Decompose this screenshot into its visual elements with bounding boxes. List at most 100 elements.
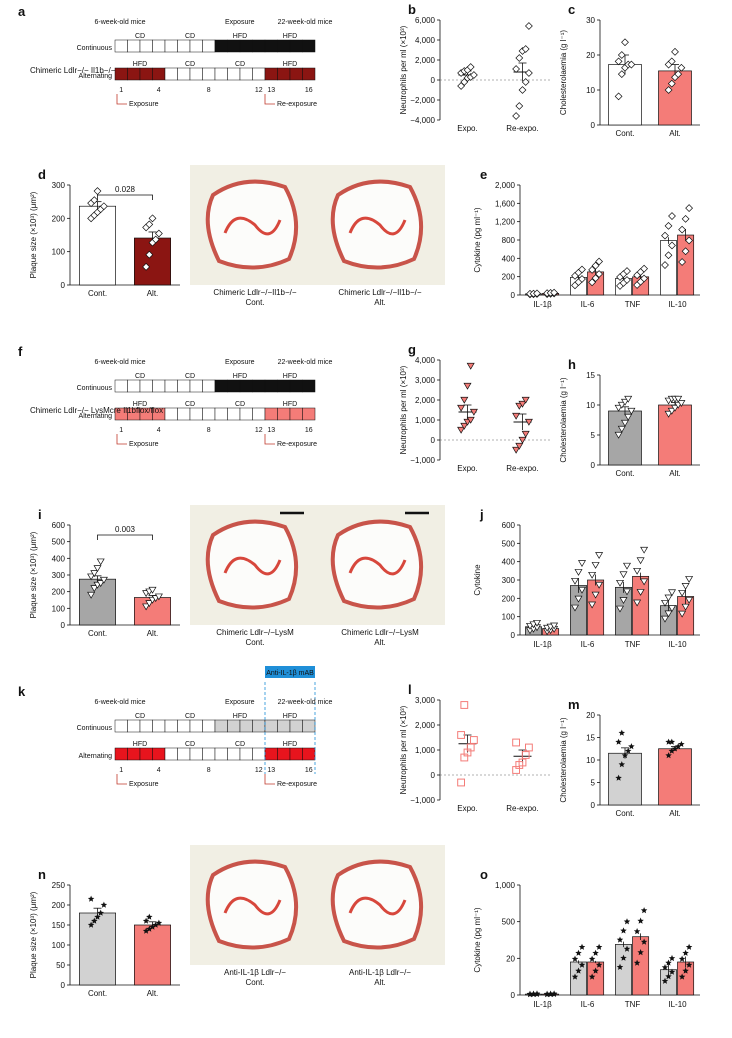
data-point <box>677 63 686 72</box>
plaque-stain <box>348 896 407 916</box>
y-tick-label: 400 <box>52 554 66 563</box>
data-point <box>588 955 596 962</box>
y-tick-label: 0 <box>591 461 596 470</box>
diet-label: HFD <box>283 373 297 380</box>
data-point <box>616 936 624 943</box>
data-point <box>591 261 600 270</box>
data-point <box>571 955 579 962</box>
data-point <box>142 917 150 924</box>
data-point <box>591 591 600 599</box>
data-point <box>633 928 641 935</box>
y-tick-label: 3,000 <box>415 696 436 705</box>
data-point <box>550 622 559 630</box>
y-tick-label: 1,000 <box>415 416 436 425</box>
data-point <box>463 382 472 390</box>
y-axis-label: Cytokine <box>473 564 482 596</box>
x-tick-label: TNF <box>625 300 641 309</box>
data-point <box>96 558 105 566</box>
data-point <box>674 395 683 403</box>
bar <box>587 579 605 636</box>
data-point <box>90 585 99 593</box>
model-label: Chimeric Ldlr−/− Il1b−/− <box>30 66 116 75</box>
week-cell <box>227 719 241 733</box>
data-point <box>664 251 673 260</box>
data-point <box>87 895 95 902</box>
week-cell <box>302 407 316 421</box>
alternating-label: Alternating <box>79 413 113 420</box>
y-tick-label: 30 <box>586 16 595 25</box>
data-point <box>670 404 680 412</box>
week-cell <box>202 39 216 53</box>
data-point <box>518 436 527 444</box>
histology-image <box>190 505 320 625</box>
week-cell <box>289 67 303 81</box>
x-tick-label: Cont. <box>88 989 107 998</box>
image-caption: Chimeric Ldlr−/−Il1b−/− <box>338 288 421 297</box>
data-point <box>678 955 686 962</box>
data-point <box>457 426 466 434</box>
data-point <box>623 945 631 952</box>
image-subcaption: Cont. <box>245 638 264 647</box>
data-point <box>595 552 604 560</box>
alternating-segment <box>214 67 266 81</box>
week-cell <box>302 719 316 733</box>
data-point <box>142 262 150 271</box>
x-tick-label: Re-expo. <box>506 804 538 813</box>
reexposure-label: Re-exposure <box>277 441 317 448</box>
data-point <box>677 400 686 407</box>
panel-letter-h: h <box>568 357 576 372</box>
y-axis-label: Plaque size (×10³) (μm²) <box>29 891 38 978</box>
data-point <box>578 961 586 968</box>
data-point <box>533 990 541 997</box>
week-cell <box>164 719 178 733</box>
week-cell <box>114 747 128 761</box>
y-tick-label: 10 <box>586 756 595 765</box>
continuous-segment <box>264 719 316 733</box>
data-point <box>577 586 587 594</box>
x-tick-label: Alt. <box>147 989 159 998</box>
week-cell <box>127 719 141 733</box>
data-point <box>521 45 530 53</box>
y-axis-label: Cytokine (pg ml⁻¹) <box>473 207 482 272</box>
week-cell <box>252 407 266 421</box>
p-value: 0.003 <box>115 525 136 534</box>
data-point <box>637 949 644 956</box>
aortic-root-section <box>205 519 299 610</box>
data-point <box>665 973 672 980</box>
week-cell <box>239 719 253 733</box>
week-cell <box>114 39 128 53</box>
x-tick-label: Expo. <box>457 804 477 813</box>
week-cell <box>152 747 166 761</box>
data-point <box>588 601 597 609</box>
start-age-label: 6-week-old mice <box>95 359 146 366</box>
data-point <box>155 229 163 238</box>
data-point <box>533 289 541 298</box>
image-subcaption: Alt. <box>374 638 386 647</box>
week-cell <box>239 747 253 761</box>
bar <box>677 234 695 296</box>
alternating-label: Alternating <box>79 73 113 80</box>
week-cell <box>114 379 128 393</box>
data-point <box>142 927 150 934</box>
data-point <box>470 71 478 79</box>
week-cell <box>177 719 191 733</box>
data-point <box>87 573 96 581</box>
week-cell <box>139 719 153 733</box>
data-point <box>530 990 537 997</box>
y-tick-label: 1,000 <box>495 881 516 890</box>
data-point <box>678 589 687 597</box>
data-point <box>681 603 690 611</box>
y-tick-label: 0 <box>431 436 436 445</box>
histology-image <box>190 845 320 965</box>
data-point <box>681 247 690 256</box>
week-cell <box>202 379 216 393</box>
data-point <box>685 204 693 212</box>
data-point <box>661 261 669 269</box>
data-point <box>615 579 625 587</box>
data-point <box>614 92 623 101</box>
data-point <box>97 909 104 916</box>
data-point <box>668 241 676 250</box>
week-cell <box>227 67 241 81</box>
week-number: 8 <box>207 87 211 94</box>
data-point <box>145 220 154 229</box>
